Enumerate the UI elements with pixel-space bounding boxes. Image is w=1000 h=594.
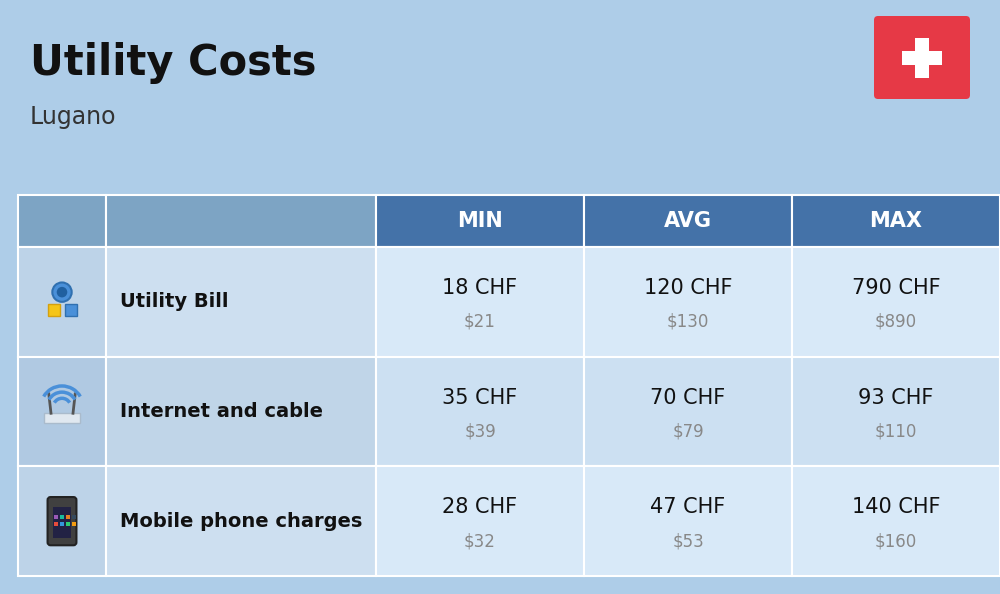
Text: $110: $110 [875, 422, 917, 441]
Bar [72, 522, 76, 526]
Bar [106, 247, 376, 356]
Text: $890: $890 [875, 313, 917, 331]
Text: Utility Bill: Utility Bill [120, 292, 228, 311]
Bar [376, 195, 584, 247]
FancyBboxPatch shape [874, 16, 970, 99]
Bar [60, 522, 64, 526]
Text: $32: $32 [464, 532, 496, 550]
Text: $79: $79 [672, 422, 704, 441]
Text: $21: $21 [464, 313, 496, 331]
Bar [53, 507, 71, 538]
Text: $160: $160 [875, 532, 917, 550]
Bar [66, 522, 70, 526]
Text: 790 CHF: 790 CHF [852, 278, 940, 298]
Text: 70 CHF: 70 CHF [650, 387, 726, 407]
Text: 93 CHF: 93 CHF [858, 387, 934, 407]
Bar [106, 466, 376, 576]
Text: $53: $53 [672, 532, 704, 550]
Bar [915, 37, 929, 77]
Text: $130: $130 [667, 313, 709, 331]
Bar [902, 50, 942, 65]
FancyBboxPatch shape [48, 497, 76, 545]
Bar [792, 356, 1000, 466]
Bar [44, 413, 80, 422]
Text: 140 CHF: 140 CHF [852, 497, 940, 517]
Text: Internet and cable: Internet and cable [120, 402, 323, 421]
Text: 47 CHF: 47 CHF [650, 497, 726, 517]
Text: Lugano: Lugano [30, 105, 116, 129]
Bar [60, 514, 64, 519]
Bar [584, 356, 792, 466]
Text: MAX: MAX [870, 211, 922, 231]
Bar [376, 356, 584, 466]
Text: 120 CHF: 120 CHF [644, 278, 732, 298]
Bar [66, 514, 70, 519]
Bar [72, 514, 76, 519]
Text: 28 CHF: 28 CHF [442, 497, 518, 517]
Bar [792, 195, 1000, 247]
Bar [106, 356, 376, 466]
Bar [792, 466, 1000, 576]
Bar [584, 247, 792, 356]
Text: $39: $39 [464, 422, 496, 441]
Bar [18, 466, 106, 576]
Text: Mobile phone charges: Mobile phone charges [120, 511, 362, 530]
Text: AVG: AVG [664, 211, 712, 231]
Bar [54, 514, 58, 519]
Text: MIN: MIN [457, 211, 503, 231]
Circle shape [52, 283, 72, 302]
Bar [65, 304, 77, 316]
Bar [54, 522, 58, 526]
Bar [18, 247, 106, 356]
Bar [584, 466, 792, 576]
Bar [48, 304, 60, 316]
Bar [376, 466, 584, 576]
Bar [18, 195, 106, 247]
Text: 18 CHF: 18 CHF [442, 278, 518, 298]
Bar [584, 195, 792, 247]
Bar [376, 247, 584, 356]
Text: Utility Costs: Utility Costs [30, 42, 316, 84]
Text: 35 CHF: 35 CHF [442, 387, 518, 407]
Circle shape [57, 287, 67, 298]
Bar [792, 247, 1000, 356]
Bar [106, 195, 376, 247]
Bar [18, 356, 106, 466]
